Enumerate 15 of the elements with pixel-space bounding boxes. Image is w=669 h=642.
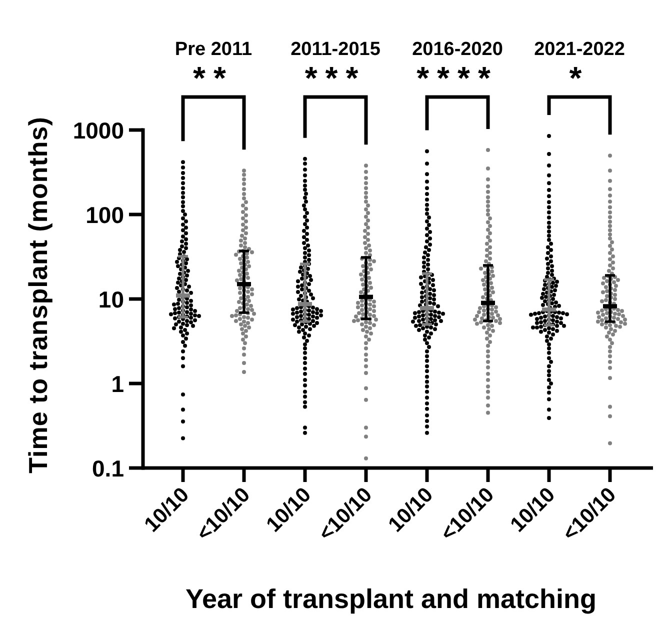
text: ** <box>193 60 234 96</box>
x-axis-title: Year of transplant and matching <box>185 584 597 614</box>
chart-title: 2021-2022 <box>534 39 625 60</box>
y-tick-label: 1 <box>111 370 124 397</box>
y-axis-title: Time to transplant (months) <box>23 116 53 474</box>
y-tick-label: 1000 <box>72 117 124 144</box>
chart-title: 2016-2020 <box>412 39 503 60</box>
y-tick-label: 0.1 <box>92 455 124 482</box>
y-tick-label: 10 <box>98 286 124 312</box>
chart-title: 2011-2015 <box>290 39 381 60</box>
text: *** <box>304 60 366 96</box>
chart-title: Pre 2011 <box>174 39 252 60</box>
text: * <box>569 60 590 96</box>
y-tick-label: 100 <box>86 202 124 228</box>
text: **** <box>416 60 498 96</box>
